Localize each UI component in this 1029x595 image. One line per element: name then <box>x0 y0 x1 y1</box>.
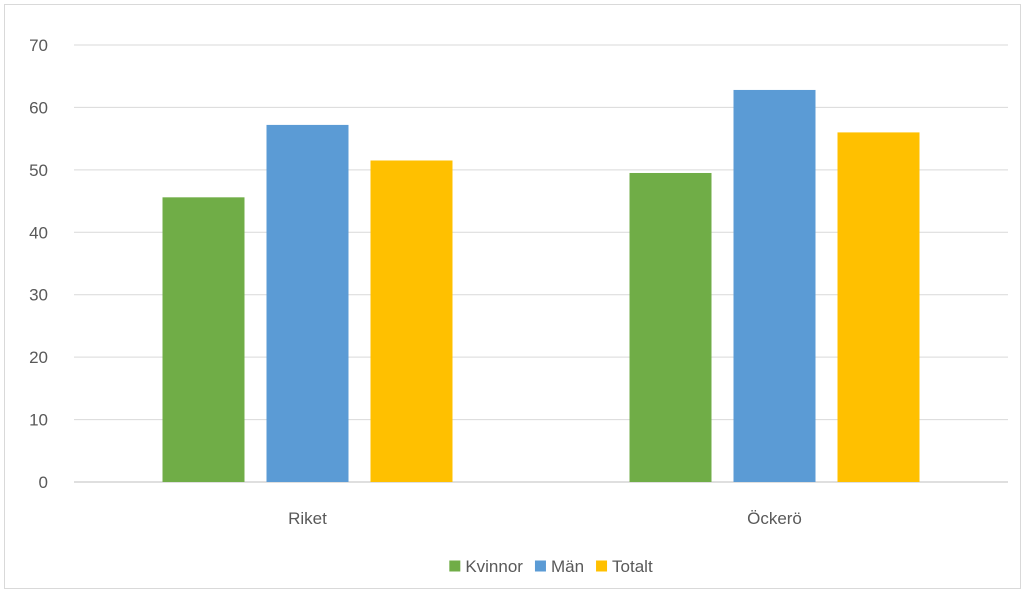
y-tick-label-40: 40 <box>29 223 48 242</box>
legend-label-män: Män <box>551 557 584 576</box>
bar-riket-kvinnor <box>162 197 245 482</box>
y-tick-label-0: 0 <box>39 473 48 492</box>
y-tick-label-70: 70 <box>29 36 48 55</box>
x-tick-label-1: Öckerö <box>747 509 802 528</box>
legend-swatch-kvinnor <box>449 560 461 572</box>
y-tick-label-50: 50 <box>29 161 48 180</box>
bar-öckerö-totalt <box>837 132 920 482</box>
x-tick-label-0: Riket <box>288 509 327 528</box>
y-tick-label-30: 30 <box>29 286 48 305</box>
y-tick-label-10: 10 <box>29 411 48 430</box>
bar-riket-män <box>266 124 349 482</box>
legend-label-kvinnor: Kvinnor <box>465 557 523 576</box>
legend-swatch-totalt <box>596 560 608 572</box>
bar-öckerö-män <box>733 89 816 482</box>
bar-öckerö-kvinnor <box>629 172 712 482</box>
legend-swatch-män <box>534 560 546 572</box>
y-tick-label-20: 20 <box>29 348 48 367</box>
legend-label-totalt: Totalt <box>612 557 653 576</box>
bar-riket-totalt <box>370 160 453 482</box>
y-tick-label-60: 60 <box>29 98 48 117</box>
